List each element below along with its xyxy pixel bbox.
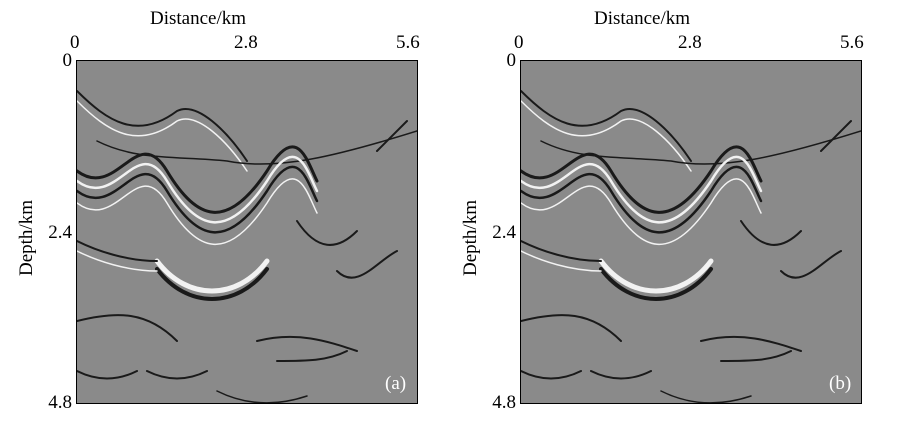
panel-label: (b) [829, 373, 852, 394]
seismic-image-b: (b) [520, 60, 862, 404]
x-axis-title: Distance/km [150, 8, 247, 29]
seismic-section-a [77, 90, 417, 403]
y-axis-title: Depth/km [16, 200, 37, 276]
y-tick-2-4: 2.4 [492, 222, 516, 243]
y-tick-4-8: 4.8 [492, 392, 516, 413]
x-tick-5-6: 5.6 [396, 32, 420, 53]
seismic-section-b [521, 90, 861, 403]
seismic-image-a: (a) [76, 60, 418, 404]
y-tick-0: 0 [62, 50, 73, 71]
panel-b: Distance/km 0 2.8 5.6 0 2.4 4.8 Depth/km [444, 0, 884, 432]
x-tick-5-6: 5.6 [840, 32, 864, 53]
x-tick-2-8: 2.8 [234, 32, 258, 53]
panel-a: Distance/km 0 2.8 5.6 0 2.4 4.8 Depth/km [0, 0, 440, 432]
x-tick-2-8: 2.8 [678, 32, 702, 53]
x-tick-0: 0 [514, 32, 524, 53]
panel-label: (a) [385, 373, 407, 394]
x-tick-0: 0 [70, 32, 80, 53]
x-axis-title: Distance/km [594, 8, 691, 29]
y-tick-4-8: 4.8 [48, 392, 72, 413]
y-tick-2-4: 2.4 [48, 222, 72, 243]
y-tick-0: 0 [506, 50, 517, 71]
y-axis-title: Depth/km [460, 200, 481, 276]
